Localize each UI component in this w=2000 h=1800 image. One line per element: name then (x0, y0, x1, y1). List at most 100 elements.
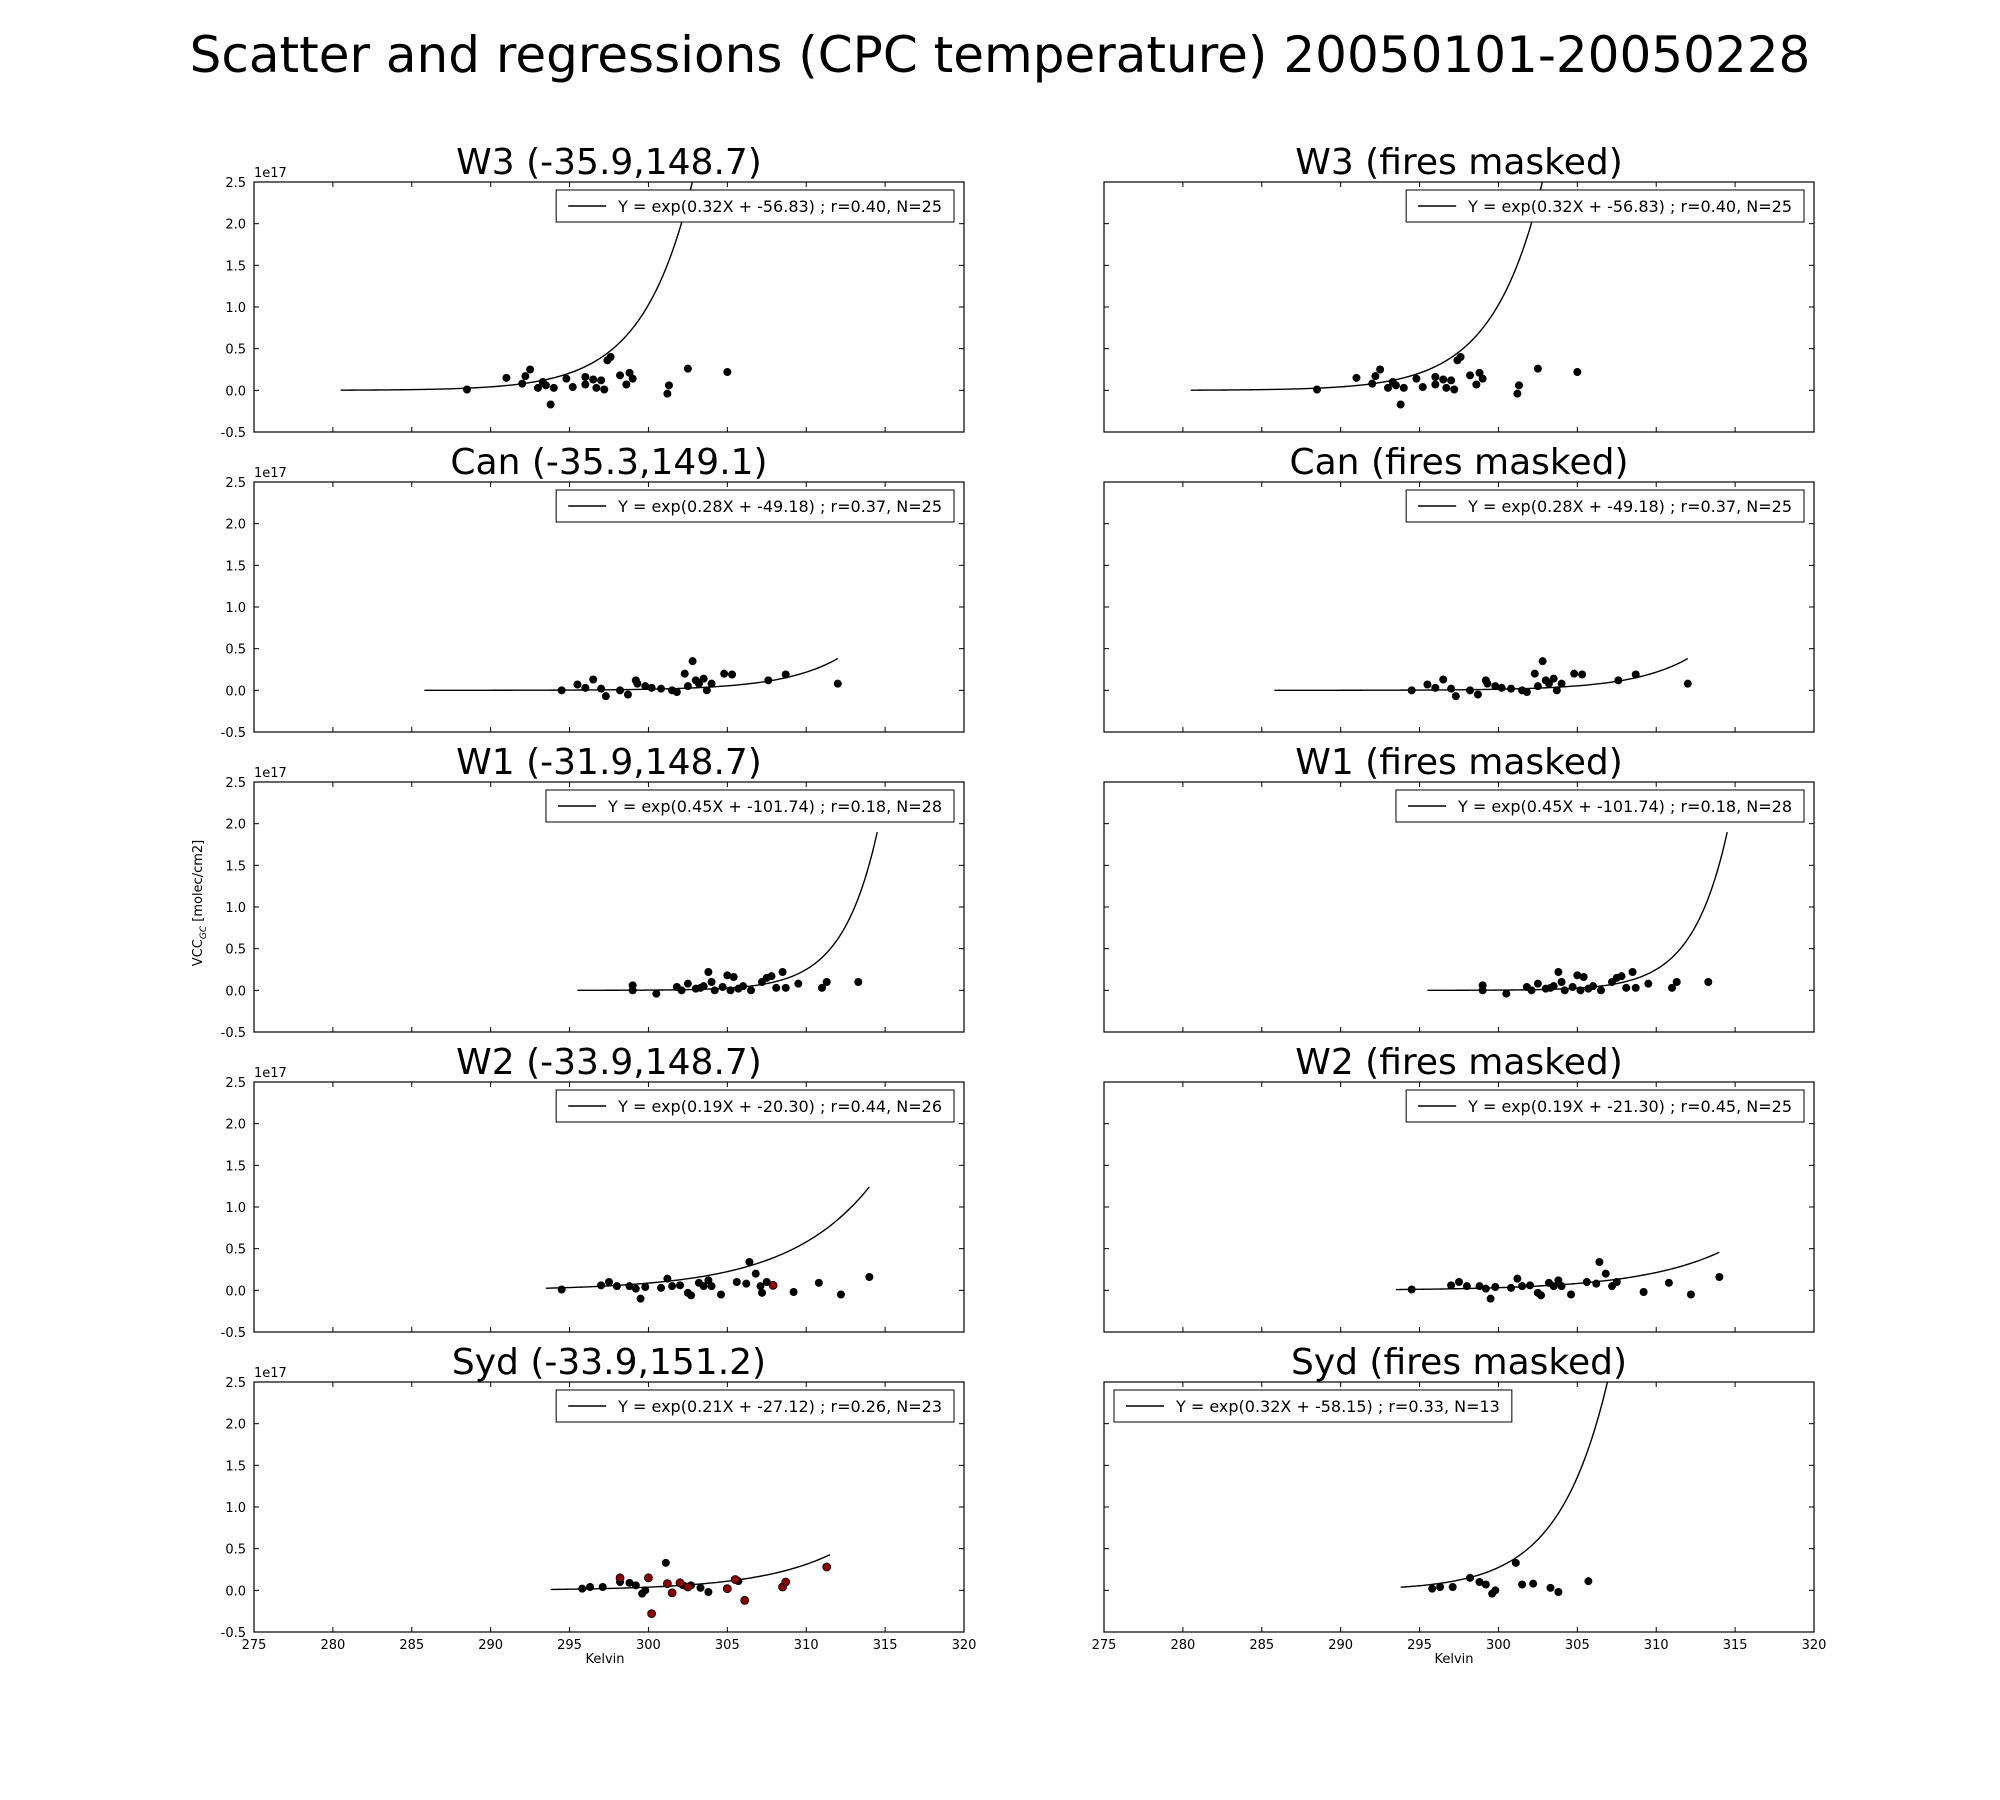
data-point (781, 983, 790, 992)
data-point (1533, 364, 1542, 373)
data-point (1527, 986, 1536, 995)
y-tick-label: 2.0 (225, 1118, 246, 1133)
subplot: Syd (fires masked) 275 280 285 290 295 300 305 3… (1092, 1342, 1827, 1653)
data-point (1466, 1573, 1475, 1582)
data-point (1447, 684, 1456, 693)
data-point (1560, 986, 1569, 995)
data-point (1513, 1274, 1522, 1283)
legend-label: Y = exp(0.28X + -49.18) ; r=0.37, N=25 (1467, 497, 1792, 516)
subplot-title: W2 (-33.9,148.7) (456, 1042, 762, 1083)
subplot: W1 (-31.9,148.7) -0.5 0.0 0.5 1.0 1.5 2.0 2.5 1e… (221, 742, 965, 1041)
data-point (1396, 400, 1405, 409)
axes-frame (253, 1081, 965, 1333)
data-point (1502, 989, 1511, 998)
data-point (562, 374, 571, 383)
data-point (1439, 375, 1448, 384)
data-point (581, 683, 590, 692)
legend: Y = exp(0.45X + -101.74) ; r=0.18, N=28 (1395, 789, 1805, 823)
data-point (680, 669, 689, 678)
data-point (1483, 679, 1492, 688)
data-point (1576, 986, 1585, 995)
data-point (1668, 983, 1676, 992)
data-point (1478, 374, 1487, 383)
data-point (699, 674, 708, 683)
data-point (589, 675, 598, 684)
x-tick-label: 320 (1802, 1638, 1827, 1653)
data-point (1518, 1580, 1527, 1589)
data-point (1578, 670, 1587, 679)
data-point (1592, 1279, 1601, 1288)
data-point (1552, 686, 1561, 695)
y-offset-label: 1e17 (254, 1366, 287, 1381)
x-axis-label-right: Kelvin (1434, 1652, 1473, 1667)
y-tick-label: 1.0 (225, 1201, 246, 1216)
data-point (1431, 373, 1440, 381)
data-point (1407, 686, 1416, 695)
y-tick-label: 2.5 (225, 476, 246, 491)
data-point (1568, 983, 1577, 991)
legend: Y = exp(0.28X + -49.18) ; r=0.37, N=25 (1405, 489, 1805, 523)
legend-box (555, 489, 955, 523)
x-tick-label: 275 (242, 1638, 267, 1653)
plot-area (1400, 1382, 1609, 1598)
plot-area (1190, 182, 1582, 409)
legend: Y = exp(0.21X + -27.12) ; r=0.26, N=23 (555, 1389, 955, 1423)
data-point (702, 686, 711, 695)
data-point (1538, 657, 1547, 666)
axes-frame (253, 1381, 965, 1633)
data-point (606, 353, 615, 361)
data-point (1570, 669, 1579, 678)
data-point (1557, 978, 1566, 986)
data-point (1549, 982, 1558, 991)
y-tick-label: 0.0 (225, 384, 246, 399)
data-point (683, 364, 692, 373)
data-point (718, 983, 727, 991)
regression-line (577, 831, 878, 991)
data-point (762, 1278, 771, 1286)
axes-frame (1103, 1081, 1815, 1333)
data-point (687, 1291, 696, 1300)
data-point (1376, 365, 1385, 374)
y-tick-label: -0.5 (221, 1626, 246, 1641)
data-point (1554, 968, 1563, 976)
y-offset-label: 1e17 (254, 1066, 287, 1081)
data-point (1631, 670, 1640, 679)
legend-box (1405, 489, 1805, 523)
data-point (568, 383, 577, 391)
y-tick-label: 0.5 (225, 643, 246, 658)
data-point (597, 376, 606, 385)
fire-data-point (730, 1575, 740, 1584)
data-point (1514, 381, 1523, 390)
data-point (1368, 379, 1377, 388)
x-tick-label: 320 (952, 1638, 977, 1653)
data-point (723, 368, 732, 376)
data-point (1557, 679, 1566, 688)
subplot: W3 (fires masked) Y = exp(0.32X + -56.83)… (1103, 142, 1815, 433)
data-point (1475, 368, 1484, 377)
axes-frame (253, 181, 965, 433)
data-point (723, 971, 732, 980)
data-point (1622, 983, 1631, 992)
data-point (732, 1278, 741, 1286)
subplot-title: Can (-35.3,149.1) (450, 442, 767, 483)
fire-data-point (647, 1609, 656, 1619)
data-point (1526, 1281, 1534, 1290)
data-point (1639, 1288, 1648, 1296)
data-point (586, 1583, 595, 1591)
legend-box (555, 1389, 955, 1423)
data-point (704, 1588, 713, 1596)
data-point (704, 968, 713, 976)
data-point (683, 979, 692, 988)
fire-data-point (644, 1573, 653, 1583)
legend: Y = exp(0.32X + -56.83) ; r=0.40, N=25 (555, 189, 955, 223)
y-tick-label: 0.0 (225, 684, 246, 699)
data-point (833, 679, 842, 688)
data-point (652, 989, 661, 998)
data-point (677, 986, 686, 995)
data-point (707, 679, 716, 688)
data-point (1614, 676, 1623, 685)
data-point (720, 669, 729, 678)
data-point (1451, 692, 1460, 701)
subplot: W1 (fires masked) Y = exp(0.45X + -101.74… (1103, 742, 1815, 1033)
subplot: Can (fires masked) Y = exp(0.28X + -49.18… (1103, 442, 1815, 733)
